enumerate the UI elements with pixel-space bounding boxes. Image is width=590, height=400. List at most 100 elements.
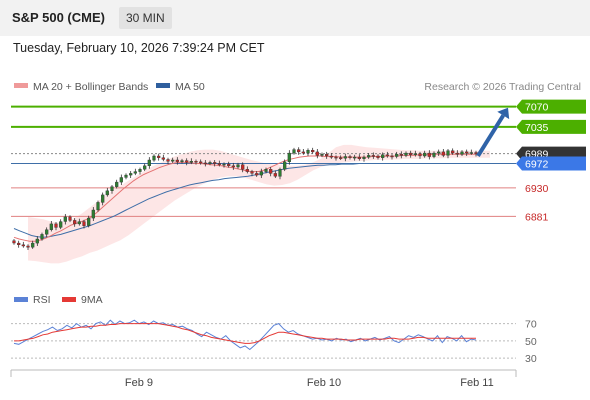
- candle-up: [404, 152, 408, 156]
- ma9-legend-swatch: [62, 297, 76, 302]
- candle-up: [236, 164, 240, 168]
- candle-up: [63, 216, 67, 222]
- candle-down: [73, 220, 77, 225]
- candle-up: [362, 156, 366, 160]
- candle-down: [409, 152, 413, 156]
- ma9-legend-label: 9MA: [81, 294, 103, 306]
- candle-down: [348, 156, 352, 158]
- candle-down: [455, 152, 459, 155]
- candle-down: [339, 157, 343, 159]
- candle-up: [152, 155, 156, 161]
- instrument-title: S&P 500 (CME): [12, 10, 105, 25]
- candle-up: [189, 160, 193, 163]
- candle-down: [166, 159, 170, 162]
- candle-up: [343, 156, 347, 159]
- candle-down: [311, 149, 315, 153]
- candle-down: [371, 155, 375, 157]
- rsi-legend-swatch: [14, 297, 28, 302]
- candle-up: [381, 154, 385, 158]
- candle-down: [297, 149, 301, 153]
- candle-up: [59, 221, 63, 228]
- candle-down: [385, 154, 389, 157]
- candle-up: [222, 163, 226, 166]
- candle-down: [54, 223, 58, 228]
- ma20-line: [13, 153, 476, 242]
- candle-up: [367, 155, 371, 158]
- candle-down: [185, 160, 189, 163]
- rsi-level-label-30: 30: [525, 353, 537, 365]
- candle-down: [213, 162, 217, 164]
- forecast-arrow-shaft: [476, 114, 505, 158]
- candle-up: [180, 160, 184, 163]
- candle-down: [157, 155, 161, 158]
- ma20-legend-swatch: [14, 83, 28, 88]
- timeframe-button[interactable]: 30 MIN: [119, 7, 172, 29]
- candle-up: [35, 238, 39, 244]
- candle-down: [255, 173, 259, 176]
- candle-down: [250, 171, 254, 174]
- candle-up: [87, 217, 91, 226]
- candle-up: [395, 153, 399, 157]
- candle-up: [124, 174, 128, 178]
- level-label-7035: 7035: [525, 122, 549, 134]
- candle-down: [26, 245, 30, 248]
- candle-up: [147, 159, 151, 167]
- candle-down: [465, 151, 469, 154]
- ma50-line: [13, 163, 476, 238]
- x-axis-ticks: Feb 9 Feb 10 Feb 11: [125, 377, 494, 389]
- candle-down: [474, 152, 478, 154]
- candle-up: [283, 161, 287, 170]
- candle-down: [245, 169, 249, 172]
- candle-up: [413, 153, 417, 156]
- candle-up: [138, 169, 142, 172]
- candle-down: [241, 164, 245, 170]
- candle-down: [451, 150, 455, 154]
- level-tag-7070: [516, 99, 586, 114]
- candle-down: [194, 160, 198, 163]
- candle-down: [418, 153, 422, 157]
- candle-up: [423, 152, 427, 157]
- candle-down: [199, 161, 203, 164]
- candle-up: [460, 151, 464, 155]
- candle-down: [217, 163, 221, 165]
- candle-up: [259, 171, 263, 176]
- candle-up: [292, 149, 296, 154]
- candle-down: [376, 155, 380, 158]
- rsi-level-label-50: 50: [525, 336, 537, 348]
- candle-up: [320, 153, 324, 156]
- candle-down: [325, 153, 329, 157]
- candle-down: [12, 240, 16, 244]
- candle-up: [437, 151, 441, 154]
- credit-text: Research © 2026 Trading Central: [424, 81, 581, 93]
- candle-up: [133, 171, 137, 174]
- header-bar: S&P 500 (CME) 30 MIN: [0, 0, 590, 36]
- candle-up: [264, 169, 268, 172]
- candle-down: [203, 162, 207, 165]
- candle-up: [40, 234, 44, 240]
- x-tick-label: Feb 11: [460, 377, 493, 389]
- ma50-legend-swatch: [156, 83, 170, 88]
- candle-down: [82, 221, 86, 226]
- candle-up: [287, 152, 291, 163]
- candle-down: [399, 153, 403, 156]
- level-label-7070: 7070: [525, 102, 549, 114]
- candle-up: [96, 202, 100, 211]
- level-tag-7035: [516, 119, 586, 134]
- candle-up: [278, 169, 282, 177]
- candle-down: [231, 165, 235, 168]
- candle-up: [49, 223, 53, 230]
- candle-up: [119, 177, 123, 183]
- forecast-arrow-head: [497, 107, 510, 120]
- rsi-legend-label: RSI: [33, 294, 51, 306]
- rsi-ma9-line: [14, 323, 476, 344]
- candle-down: [269, 169, 273, 174]
- candle-down: [390, 155, 394, 158]
- candle-up: [105, 190, 109, 196]
- candle-down: [334, 156, 338, 159]
- candle-down: [17, 242, 21, 246]
- candle-down: [441, 151, 445, 156]
- level-label-6972: 6972: [525, 159, 549, 171]
- candle-up: [469, 152, 473, 154]
